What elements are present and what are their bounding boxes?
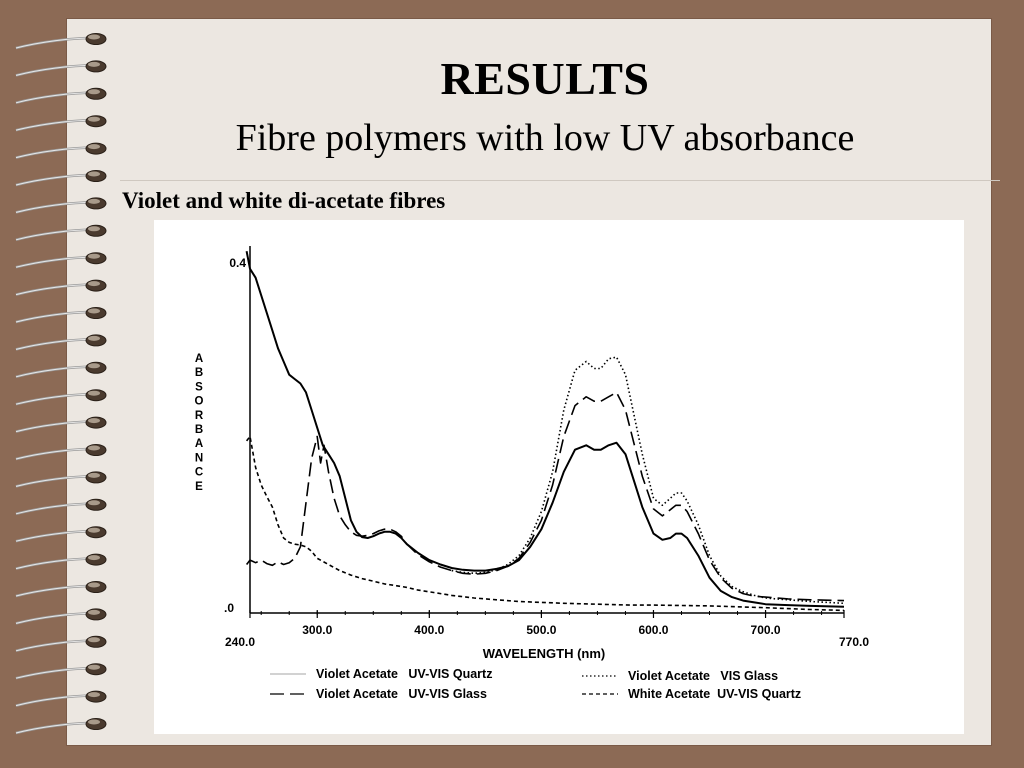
spiral-ring <box>15 721 95 735</box>
series-line-2 <box>451 356 845 605</box>
binding-hole-shine <box>88 198 100 204</box>
binding-hole-shine <box>88 418 100 424</box>
spiral-ring <box>15 694 95 707</box>
binding-hole-shine <box>88 89 100 95</box>
series-line-0 <box>245 251 845 608</box>
binding-hole-shine <box>88 226 100 232</box>
x-tick-label: 500.0 <box>526 623 556 637</box>
binding-hole-shine <box>88 308 100 314</box>
x-tick-labels: 240.0 300.0 400.0 500.0 600.0 700.0 770.0 <box>225 623 869 649</box>
y-axis-label-letter: E <box>195 481 203 493</box>
binding-hole-shine <box>88 692 100 698</box>
x-tick-label: 400.0 <box>414 623 444 637</box>
spiral-ring <box>15 392 95 406</box>
absorbance-chart: .0 0.4 240.0 300.0 400.0 500.0 600.0 700.0 770… <box>195 246 869 701</box>
y-axis-label-letter: R <box>195 410 204 422</box>
x-tick-label: 300.0 <box>302 623 332 637</box>
binding-hole-shine <box>88 335 100 341</box>
spiral-ring <box>15 612 95 625</box>
spiral-ring <box>15 447 95 461</box>
x-tick-label: 600.0 <box>638 623 668 637</box>
spiral-ring <box>15 365 95 379</box>
binding-hole-shine <box>88 363 100 369</box>
binding-hole-shine <box>88 664 100 670</box>
binding-hole-shine <box>88 253 100 259</box>
spiral-binding <box>15 33 107 735</box>
series-line-1 <box>245 391 845 602</box>
y-axis-label-letter: B <box>195 367 203 379</box>
y-tick-label-0: .0 <box>224 601 234 615</box>
slide-subtitle: Fibre polymers with low UV absorbance <box>235 117 855 159</box>
binding-hole-shine <box>88 527 100 533</box>
binding-hole-shine <box>88 555 100 561</box>
spiral-ring <box>15 557 95 570</box>
spiral-ring <box>15 338 95 351</box>
spiral-ring <box>15 36 95 50</box>
binding-hole-shine <box>88 144 100 150</box>
binding-hole-shine <box>88 582 100 588</box>
y-axis-label-letter: A <box>195 438 203 450</box>
binding-hole-shine <box>88 445 100 451</box>
spiral-ring <box>15 666 95 680</box>
y-axis-label-letter: B <box>195 424 203 436</box>
binding-hole-shine <box>88 390 100 396</box>
spiral-ring <box>15 475 95 488</box>
binding-hole-shine <box>88 34 100 40</box>
slide-title: RESULTS <box>440 53 650 104</box>
binding-hole-shine <box>88 171 100 177</box>
chart-legend: Violet Acetate UV-VIS Quartz Violet Aceta… <box>270 667 801 701</box>
spiral-ring <box>15 529 95 543</box>
spiral-ring <box>15 584 95 598</box>
y-axis-label-letter: A <box>195 353 203 365</box>
axis-ticks <box>249 610 845 618</box>
binding-hole-shine <box>88 61 100 67</box>
spiral-ring <box>15 283 95 296</box>
binding-hole-shine <box>88 637 100 643</box>
spiral-ring <box>15 639 95 653</box>
legend-label-0: Violet Acetate UV-VIS Quartz <box>316 667 492 681</box>
x-tick-label: 240.0 <box>225 635 255 649</box>
series-lines <box>245 251 845 612</box>
binding-hole-shine <box>88 116 100 122</box>
x-axis-label: WAVELENGTH (nm) <box>483 646 606 661</box>
y-axis-label-letter: S <box>195 381 203 393</box>
binding-hole-shine <box>88 281 100 287</box>
series-line-3 <box>245 435 845 612</box>
title-divider <box>120 180 1000 181</box>
y-axis-label-letter: O <box>195 396 204 408</box>
y-tick-label-1: 0.4 <box>229 256 246 270</box>
spiral-ring <box>15 201 95 214</box>
y-axis-label-letter: C <box>195 467 203 479</box>
binding-hole-shine <box>88 472 100 478</box>
spiral-ring <box>15 420 95 433</box>
legend-label-1: Violet Acetate UV-VIS Glass <box>316 687 487 701</box>
spiral-ring <box>15 255 95 269</box>
chart-panel: .0 0.4 240.0 300.0 400.0 500.0 600.0 700.0 770… <box>154 220 964 734</box>
y-axis-label-letter: N <box>195 452 203 464</box>
legend-label-3: White Acetate UV-VIS Quartz <box>628 687 801 701</box>
spiral-ring <box>15 228 95 242</box>
spiral-ring <box>15 502 95 516</box>
binding-hole-shine <box>88 719 100 725</box>
x-tick-label: 770.0 <box>839 635 869 649</box>
section-heading: Violet and white di-acetate fibres <box>122 188 446 213</box>
spiral-ring <box>15 310 95 324</box>
chart-axes <box>249 246 844 614</box>
legend-label-2: Violet Acetate VIS Glass <box>628 669 778 683</box>
x-tick-label: 700.0 <box>751 623 781 637</box>
binding-hole-shine <box>88 500 100 506</box>
spiral-ring <box>15 173 95 187</box>
binding-hole-shine <box>88 609 100 615</box>
